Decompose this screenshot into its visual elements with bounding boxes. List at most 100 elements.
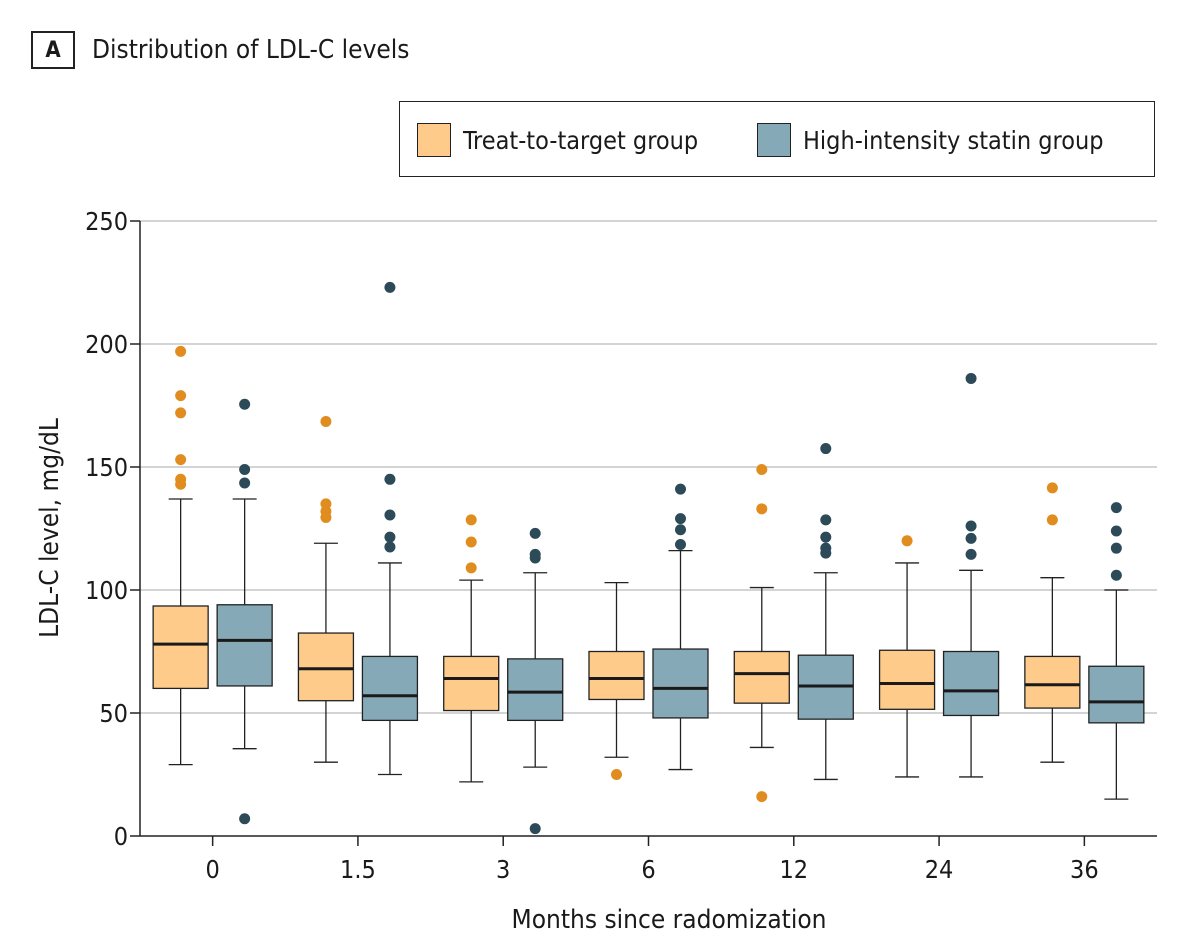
legend-label-treat-to-target: Treat-to-target group: [463, 125, 699, 155]
outlier-point: [675, 538, 686, 550]
legend-item-high-intensity: High-intensity statin group: [757, 122, 1104, 158]
box-0-1: [297, 415, 355, 763]
box-layer: [152, 281, 1145, 835]
box-iqr: [942, 650, 1000, 717]
y-tick-label: 200: [85, 330, 128, 359]
outlier-point: [820, 514, 832, 526]
outlier-point: [384, 541, 396, 553]
outlier-point: [965, 520, 977, 532]
box-1-3: [652, 483, 709, 771]
box-0-3: [588, 581, 645, 780]
outlier-point: [756, 503, 768, 515]
box-iqr: [152, 605, 209, 690]
y-tick-label: 50: [99, 699, 128, 728]
outlier-point: [1110, 525, 1122, 537]
box-iqr: [1088, 665, 1145, 724]
outlier-point: [529, 823, 541, 835]
outlier-point: [239, 813, 251, 825]
box-1-1: [361, 281, 419, 776]
outlier-point: [175, 390, 187, 402]
outlier-point: [465, 562, 477, 574]
box-1-5: [942, 372, 1000, 778]
outlier-point: [1046, 514, 1058, 526]
y-tick-label: 250: [85, 207, 128, 236]
outlier-point: [756, 463, 768, 475]
outlier-point: [1046, 482, 1058, 494]
outlier-point: [820, 443, 832, 455]
box-0-0: [152, 345, 209, 766]
outlier-point: [965, 548, 977, 560]
outlier-point: [384, 509, 396, 521]
legend-label-high-intensity: High-intensity statin group: [803, 125, 1104, 155]
outlier-point: [675, 483, 686, 495]
outlier-point: [529, 527, 541, 539]
outlier-point: [611, 769, 622, 780]
box-iqr: [361, 655, 419, 722]
box-0-5: [878, 535, 936, 778]
box-0-6: [1024, 482, 1081, 763]
outlier-point: [175, 345, 187, 357]
panel-label: A: [31, 31, 75, 69]
box-iqr: [1024, 655, 1081, 709]
x-axis-label: Months since radomization: [512, 905, 827, 935]
outlier-point: [465, 514, 477, 526]
chart-legend: Treat-to-target group High-intensity sta…: [399, 101, 1155, 177]
box-iqr: [507, 658, 564, 722]
box-iqr: [588, 650, 645, 701]
outlier-point: [756, 791, 768, 803]
outlier-point: [465, 536, 477, 548]
box-1-0: [216, 398, 273, 825]
outlier-point: [1110, 502, 1122, 514]
x-tick-label: 24: [925, 855, 954, 884]
box-iqr: [878, 649, 936, 710]
box-iqr: [443, 655, 500, 712]
x-tick-label: 12: [779, 855, 808, 884]
y-tick-label: 100: [85, 576, 128, 605]
x-tick-label: 0: [205, 855, 219, 884]
outlier-point: [175, 454, 187, 466]
outlier-point: [384, 473, 396, 485]
box-iqr: [216, 604, 273, 687]
outlier-point: [965, 372, 977, 384]
box-1-2: [507, 527, 564, 835]
outlier-point: [675, 513, 686, 525]
y-axis-label: LDL-C level, mg/dL: [35, 418, 65, 638]
grid-layer: [140, 220, 1157, 714]
box-iqr: [733, 650, 790, 704]
box-0-2: [443, 514, 500, 783]
y-tick-label: 150: [85, 453, 128, 482]
outlier-point: [1110, 569, 1122, 581]
y-tick-label: 0: [114, 822, 128, 851]
outlier-point: [239, 463, 251, 475]
box-0-4: [733, 463, 790, 803]
outlier-point: [239, 398, 251, 410]
outlier-point: [965, 532, 977, 544]
outlier-point: [901, 535, 913, 547]
box-1-6: [1088, 502, 1145, 800]
outlier-point: [529, 552, 541, 564]
x-tick-label: 36: [1070, 855, 1099, 884]
outlier-point: [320, 511, 332, 523]
panel-title: Distribution of LDL-C levels: [92, 35, 410, 65]
x-tick-label: 3: [496, 855, 510, 884]
box-iqr: [652, 648, 709, 719]
box-1-4: [797, 443, 854, 781]
outlier-point: [175, 478, 187, 490]
outlier-point: [820, 531, 832, 543]
box-iqr: [297, 632, 355, 702]
x-tick-label: 1.5: [340, 855, 376, 884]
outlier-point: [384, 281, 396, 293]
legend-item-treat-to-target: Treat-to-target group: [417, 122, 698, 158]
legend-swatch-high-intensity: [757, 123, 791, 157]
x-tick-label: 6: [641, 855, 655, 884]
outlier-point: [320, 415, 332, 427]
outlier-point: [675, 524, 686, 536]
outlier-point: [1110, 542, 1122, 554]
legend-swatch-treat-to-target: [417, 123, 451, 157]
outlier-point: [384, 531, 396, 543]
outlier-point: [239, 477, 251, 489]
outlier-point: [820, 547, 832, 559]
outlier-point: [175, 407, 187, 419]
